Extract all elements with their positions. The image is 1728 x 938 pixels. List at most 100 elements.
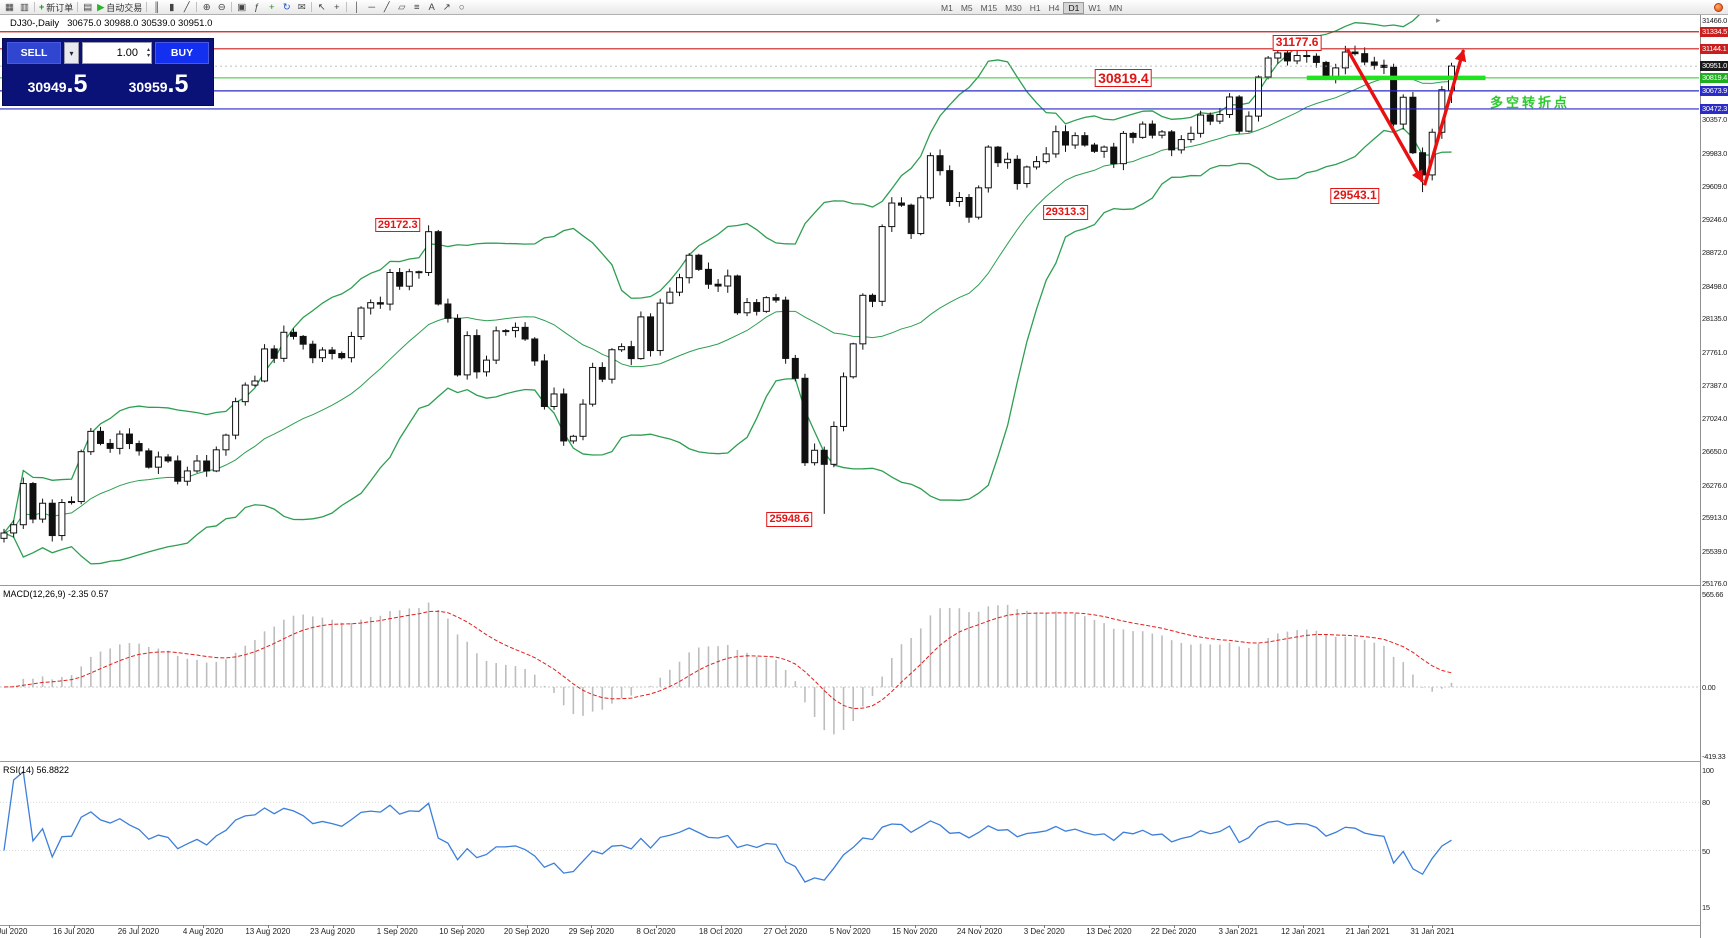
macd-signal-line — [3, 610, 1452, 710]
trade-panel-controls: SELL ▾ ▴ ▾ BUY — [7, 42, 209, 64]
channel-icon-glyph: ▱ — [398, 1, 406, 13]
window-list-icon[interactable]: ▥ — [17, 1, 32, 14]
chart-window-icon-glyph: ▦ — [5, 1, 14, 13]
macd-pane-separator[interactable] — [0, 585, 1728, 586]
bar-chart-icon[interactable]: ║ — [149, 1, 164, 14]
chart-ohlc: 30675.0 30988.0 30539.0 30951.0 — [67, 18, 213, 29]
refresh-icon[interactable]: ↻ — [279, 1, 294, 14]
zoom-out-icon[interactable]: ⊖ — [214, 1, 229, 14]
tile-windows-icon-glyph: ▣ — [237, 1, 247, 13]
horizontal-line-icon[interactable]: ─ — [364, 1, 379, 14]
mail-icon[interactable]: ✉ — [294, 1, 309, 14]
shapes-icon-glyph: ○ — [458, 1, 465, 13]
main-toolbar: ▦ ▥ + 新订单 ▤ ▶ 自动交易 ║ ▮ ╱ ⊕ ⊖ ▣ ƒ + ↻ ✉ ↖ + │ ─ ╱ ▱ ≡ A ↗ ○ M1 M5 M15… — [0, 0, 1728, 15]
price-annotation-25948.6[interactable]: 25948.6 — [766, 512, 813, 527]
expert-advisors-icon-glyph: ▤ — [83, 1, 93, 13]
fibonacci-icon-glyph: ≡ — [413, 1, 420, 13]
bar-chart-icon-glyph: ║ — [153, 1, 161, 13]
sell-price[interactable]: 30949.5 — [7, 69, 108, 98]
arrows-icon[interactable]: ↗ — [439, 1, 454, 14]
buy-price[interactable]: 30959.5 — [108, 71, 209, 96]
timeframe-button-w1[interactable]: W1 — [1088, 2, 1102, 13]
horizontal-line-icon-glyph: ─ — [368, 1, 376, 13]
price-annotation-29172.3[interactable]: 29172.3 — [374, 217, 421, 233]
trendline-icon[interactable]: ╱ — [379, 1, 394, 14]
cursor-icon[interactable]: ↖ — [314, 1, 329, 14]
timeframe-button-h4[interactable]: H4 — [1048, 2, 1060, 13]
line-chart-icon[interactable]: ╱ — [179, 1, 194, 14]
line-chart-icon-glyph: ╱ — [183, 1, 190, 13]
buy-price-main: 30959 — [128, 78, 168, 95]
one-click-trading-panel: SELL ▾ ▴ ▾ BUY 30949.5 30959.5 — [2, 38, 214, 106]
timeframe-button-d1[interactable]: D1 — [1063, 1, 1085, 14]
candlestick-chart-icon-glyph: ▮ — [169, 1, 175, 13]
volume-up-icon[interactable]: ▴ — [146, 47, 150, 53]
trend-arrows[interactable] — [1345, 48, 1467, 186]
rsi-indicator-label: RSI(14) 56.8822 — [3, 765, 70, 775]
tile-windows-icon[interactable]: ▣ — [234, 1, 249, 14]
timeframe-button-m5[interactable]: M5 — [960, 2, 973, 13]
shapes-icon[interactable]: ○ — [454, 1, 469, 14]
timeframe-button-h1[interactable]: H1 — [1029, 2, 1041, 13]
volume-down-icon[interactable]: ▾ — [146, 53, 150, 59]
new-chart-icon[interactable]: + — [264, 1, 279, 14]
new-order-button[interactable]: + 新订单 — [37, 1, 75, 14]
price-annotation-31177.6[interactable]: 31177.6 — [1272, 34, 1322, 51]
timeframe-button-m15[interactable]: M15 — [980, 2, 998, 13]
timeframe-button-mn[interactable]: MN — [1109, 2, 1123, 13]
horizontal-level-lines[interactable] — [0, 31, 1699, 110]
new-chart-icon-glyph: + — [268, 1, 275, 13]
sell-price-frac: .5 — [66, 69, 88, 98]
toolbar-separator — [231, 2, 233, 12]
volume-input[interactable] — [83, 43, 151, 63]
new-order-button-label: 新订单 — [46, 2, 74, 13]
zoom-in-icon-glyph: ⊕ — [202, 1, 211, 13]
zoom-in-icon[interactable]: ⊕ — [199, 1, 214, 14]
chart-symbol-period: DJ30-,Daily — [10, 18, 60, 29]
indicators-icon[interactable]: ƒ — [249, 1, 264, 14]
timeframe-toolbar: M1 M5 M15 M30 H1 H4 D1 W1 MN — [937, 1, 1126, 14]
price-annotation-30819.4[interactable]: 30819.4 — [1095, 68, 1152, 87]
expert-advisors-icon[interactable]: ▤ — [80, 1, 95, 14]
toolbar-separator — [346, 2, 348, 12]
buy-button[interactable]: BUY — [155, 42, 209, 64]
candlestick-series — [0, 45, 1455, 543]
chart-header: DJ30-,Daily 30675.0 30988.0 30539.0 3095… — [10, 18, 212, 29]
mail-icon-glyph: ✉ — [297, 1, 306, 13]
cursor-icon-glyph: ↖ — [317, 1, 326, 13]
text-label-icon[interactable]: A — [424, 1, 439, 14]
timeframe-button-m1[interactable]: M1 — [941, 2, 953, 13]
rsi-line — [3, 770, 1452, 883]
fibonacci-icon[interactable]: ≡ — [409, 1, 424, 14]
timeframe-button-m30[interactable]: M30 — [1005, 2, 1022, 13]
price-annotation-29313.3[interactable]: 29313.3 — [1042, 205, 1089, 220]
volume-stepper: ▴ ▾ — [147, 44, 150, 62]
channel-icon[interactable]: ▱ — [394, 1, 409, 14]
toolbar-separator — [311, 2, 313, 12]
sell-price-main: 30949 — [27, 78, 67, 95]
vertical-line-icon[interactable]: │ — [349, 1, 364, 14]
chart-shift-icon[interactable]: ▸ — [1436, 15, 1441, 25]
crosshair-icon-glyph: + — [333, 1, 340, 13]
text-label-icon-glyph: A — [428, 1, 435, 13]
turning-point-annotation[interactable]: 多空转折点 — [1490, 95, 1571, 110]
chart-window-icon[interactable]: ▦ — [2, 1, 17, 14]
trendline-icon-glyph: ╱ — [383, 1, 390, 13]
order-type-dropdown[interactable]: ▾ — [64, 42, 79, 64]
toolbar-icon-group: ▦ ▥ + 新订单 ▤ ▶ 自动交易 ║ ▮ ╱ ⊕ ⊖ ▣ ƒ + ↻ ✉ ↖ + │ ─ ╱ ▱ ≡ A ↗ ○ — [2, 0, 469, 14]
vertical-line-icon-glyph: │ — [353, 1, 360, 13]
macd-indicator-label: MACD(12,26,9) -2.35 0.57 — [3, 589, 109, 599]
rsi-pane-separator[interactable] — [0, 761, 1728, 762]
up-arrow — [1422, 49, 1467, 186]
auto-trading-button-label: 自动交易 — [106, 2, 143, 13]
price-annotation-29543.1[interactable]: 29543.1 — [1330, 188, 1380, 204]
auto-trading-button[interactable]: ▶ 自动交易 — [95, 1, 144, 14]
crosshair-icon[interactable]: + — [329, 1, 344, 14]
candlestick-chart-icon[interactable]: ▮ — [164, 1, 179, 14]
down-arrow — [1345, 48, 1425, 183]
indicators-icon-glyph: ƒ — [254, 1, 260, 13]
sell-button[interactable]: SELL — [7, 42, 61, 64]
new-order-button-icon: + — [39, 2, 45, 12]
window-list-icon-glyph: ▥ — [20, 1, 29, 13]
